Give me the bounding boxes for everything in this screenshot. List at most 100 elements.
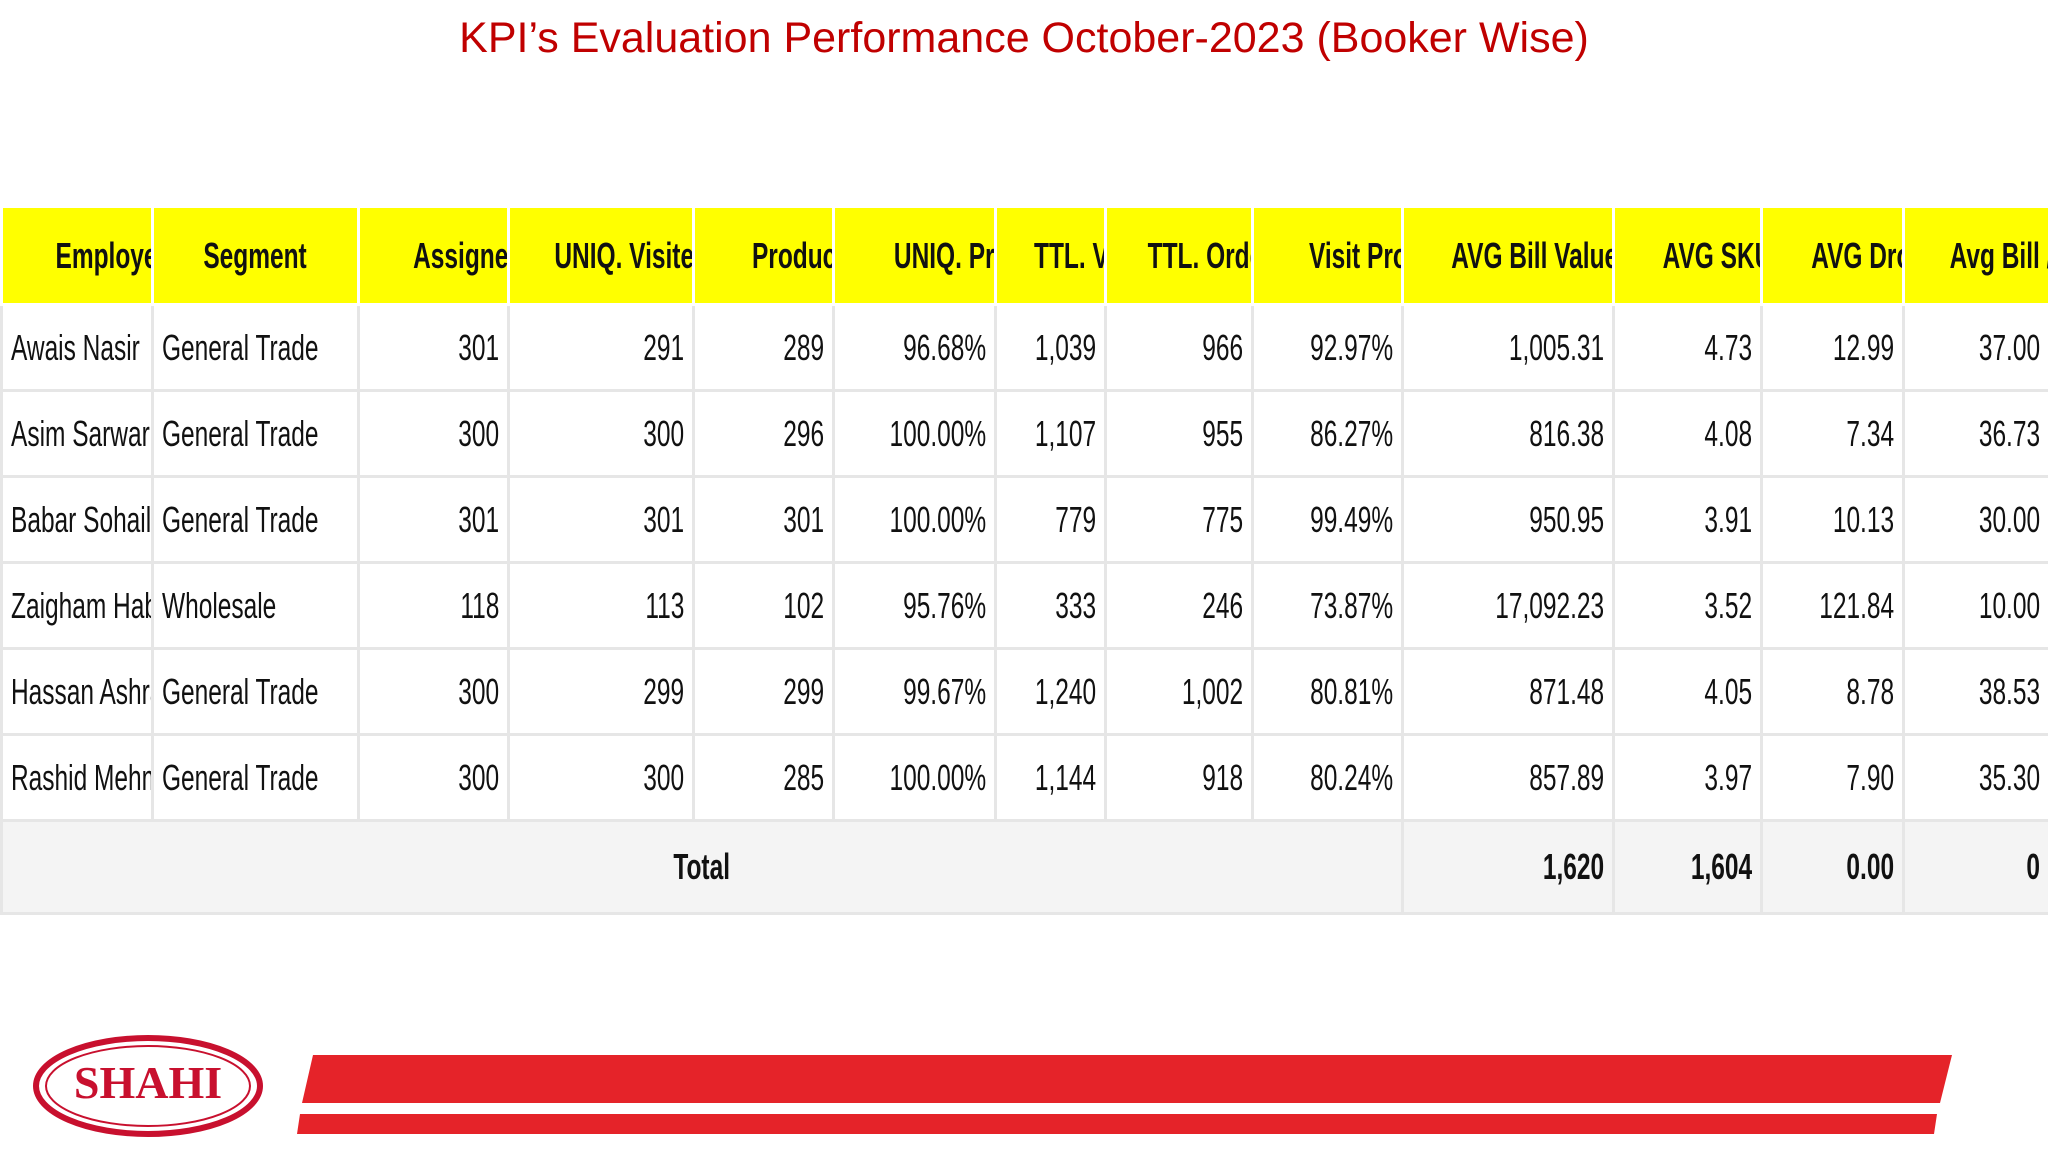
cell: Babar Sohail — [0, 475, 154, 564]
cell-text: 301 — [458, 326, 499, 368]
cell-text: 1,039 — [1034, 326, 1096, 368]
cell: 1,005.31 — [1401, 303, 1615, 392]
cell: 102 — [692, 561, 835, 650]
cell-text: 816.38 — [1529, 412, 1604, 454]
cell-text: General Trade — [162, 326, 319, 368]
cell: Assigned Shops — [357, 205, 510, 306]
cell-text: 3.52 — [1704, 584, 1752, 626]
cell-text: 10.00 — [1978, 584, 2040, 626]
cell: Total — [0, 819, 1404, 915]
cell: 246 — [1104, 561, 1254, 650]
cell: 95.76% — [832, 561, 997, 650]
kpi-table: Employee Name Segment Assigned Shops UNIQ. … — [0, 205, 2048, 915]
cell-text: General Trade — [162, 670, 319, 712]
cell-text: 1,002 — [1181, 670, 1243, 712]
cell: 86.27% — [1251, 389, 1404, 478]
cell: 291 — [507, 303, 695, 392]
cell-text: 118 — [459, 584, 499, 626]
data-row: Rashid Mehmood General Trade 300 300 285 100.… — [0, 733, 2048, 822]
cell-text: Assigned Shops — [413, 234, 509, 276]
logo-ring — [45, 1045, 251, 1127]
cell: 1,240 — [994, 647, 1107, 736]
cell: 333 — [994, 561, 1107, 650]
cell: 99.49% — [1251, 475, 1404, 564]
cell: 4.08 — [1612, 389, 1763, 478]
cell: 118 — [357, 561, 510, 650]
cell-text: AVG Bill Value — [1451, 234, 1614, 276]
cell: 1,002 — [1104, 647, 1254, 736]
cell: 300 — [507, 389, 695, 478]
cell-text: 1,240 — [1034, 670, 1096, 712]
cell: 3.97 — [1612, 733, 1763, 822]
cell: 12.99 — [1760, 303, 1905, 392]
cell: 3.52 — [1612, 561, 1763, 650]
cell: 289 — [692, 303, 835, 392]
header-row: Employee Name Segment Assigned Shops UNIQ. … — [0, 205, 2048, 306]
cell: 99.67% — [832, 647, 997, 736]
red-stripe — [302, 1055, 1952, 1103]
cell: 36.73 — [1902, 389, 2048, 478]
cell-text: 96.68% — [902, 326, 986, 368]
cell: General Trade — [151, 475, 360, 564]
cell-text: Visit Productivity — [1308, 234, 1400, 276]
cell: 301 — [507, 475, 695, 564]
cell: 299 — [507, 647, 695, 736]
cell: 299 — [692, 647, 835, 736]
cell: General Trade — [151, 389, 360, 478]
cell-text: Hassan Ashraf — [11, 670, 150, 712]
cell-text: 7.34 — [1846, 412, 1894, 454]
cell: 1,604 — [1612, 819, 1763, 915]
cell: 301 — [357, 475, 510, 564]
cell-text: 7.90 — [1846, 756, 1894, 798]
cell-text: General Trade — [162, 756, 319, 798]
cell: 950.95 — [1401, 475, 1615, 564]
cell: 8.78 — [1760, 647, 1905, 736]
cell-text: General Trade — [162, 412, 319, 454]
cell-text: 80.81% — [1309, 670, 1393, 712]
cell-text: UNIQ. Productivity — [893, 234, 995, 276]
cell: AVG Drop Size — [1760, 205, 1905, 306]
cell-text: AVG SKUs/Bill — [1662, 234, 1759, 276]
cell: 7.34 — [1760, 389, 1905, 478]
cell: 300 — [357, 647, 510, 736]
cell: 871.48 — [1401, 647, 1615, 736]
data-row: Hassan Ashraf General Trade 300 299 299 99.67… — [0, 647, 2048, 736]
cell: 1,039 — [994, 303, 1107, 392]
cell: 0 — [1902, 819, 2048, 915]
cell: Zaigham Habib — [0, 561, 154, 650]
cell: 100.00% — [832, 389, 997, 478]
cell-text: 296 — [783, 412, 824, 454]
cell: Hassan Ashraf — [0, 647, 154, 736]
red-stripe — [297, 1114, 1937, 1134]
cell-text: Wholesale — [162, 584, 277, 626]
cell: 17,092.23 — [1401, 561, 1615, 650]
cell-text: Productive Shops — [751, 234, 831, 276]
cell-text: 8.78 — [1846, 670, 1894, 712]
cell-text: Total — [673, 846, 731, 887]
cell-text: TTL. Visits — [1034, 234, 1102, 276]
cell-text: 966 — [1202, 326, 1243, 368]
cell: 1,620 — [1401, 819, 1615, 915]
cell: TTL. Visits — [994, 205, 1107, 306]
data-row: Zaigham Habib Wholesale 118 113 102 95.76% 333… — [0, 561, 2048, 650]
cell: 1,107 — [994, 389, 1107, 478]
cell: 80.81% — [1251, 647, 1404, 736]
cell-text: 35.30 — [1978, 756, 2040, 798]
cell-text: 955 — [1202, 412, 1243, 454]
cell-text: 102 — [783, 584, 824, 626]
cell: Employee Name — [0, 205, 154, 306]
cell-text: 4.05 — [1704, 670, 1752, 712]
cell-text: 291 — [643, 326, 684, 368]
cell: 38.53 — [1902, 647, 2048, 736]
cell-text: 86.27% — [1309, 412, 1393, 454]
cell-text: 299 — [783, 670, 824, 712]
cell-text: 300 — [458, 412, 499, 454]
cell-text: 92.97% — [1309, 326, 1393, 368]
cell-text: Rashid Mehmood — [11, 756, 150, 798]
cell: 100.00% — [832, 475, 997, 564]
cell-text: 1,604 — [1690, 846, 1752, 887]
cell-text: 1,107 — [1034, 412, 1096, 454]
data-row: Awais Nasir General Trade 301 291 289 96.68% 1… — [0, 303, 2048, 392]
cell: 80.24% — [1251, 733, 1404, 822]
cell-text: 4.73 — [1704, 326, 1752, 368]
